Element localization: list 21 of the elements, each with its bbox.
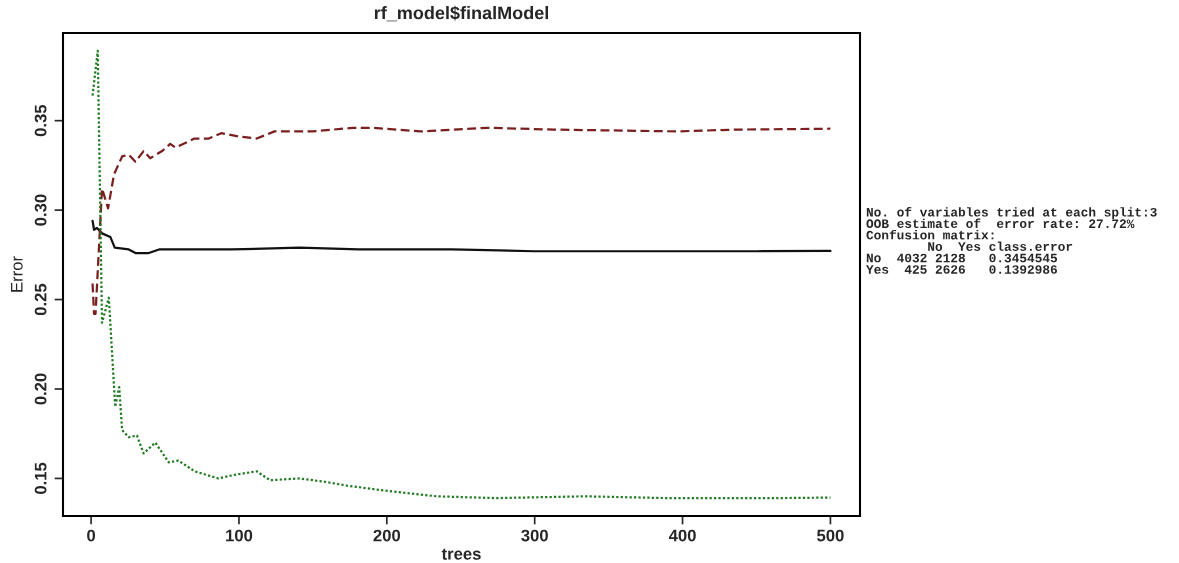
x-tick-label: 300 [521,529,548,542]
x-tick-label: 400 [668,529,696,542]
y-tick-label: 0.35 [34,104,47,137]
x-tick-label: 0 [87,529,96,542]
text: OOB estimate of error rate: 27.72% [866,218,1135,229]
y-tick-label: 0.15 [34,462,47,494]
y-axis-title: Error [11,256,23,292]
text: No Yes class.error [928,241,1073,251]
text: No 4032 2128 0.3454545 [866,253,1058,263]
text: Confusion matrix: [866,229,994,240]
y-tick-label: 0.30 [34,194,47,226]
text: Yes 425 2626 0.1392986 [866,265,1057,274]
x-tick-label: 200 [373,529,401,542]
line-series [91,126,832,315]
y-tick-label: 0.25 [34,283,47,316]
y-tick-label: 0.20 [34,373,47,405]
chart-title: rf_model$finalModel [374,5,549,22]
x-axis-title: trees [441,548,481,560]
x-tick-label: 500 [817,529,844,542]
x-tick-label: 100 [226,529,253,542]
line-series [91,219,832,255]
